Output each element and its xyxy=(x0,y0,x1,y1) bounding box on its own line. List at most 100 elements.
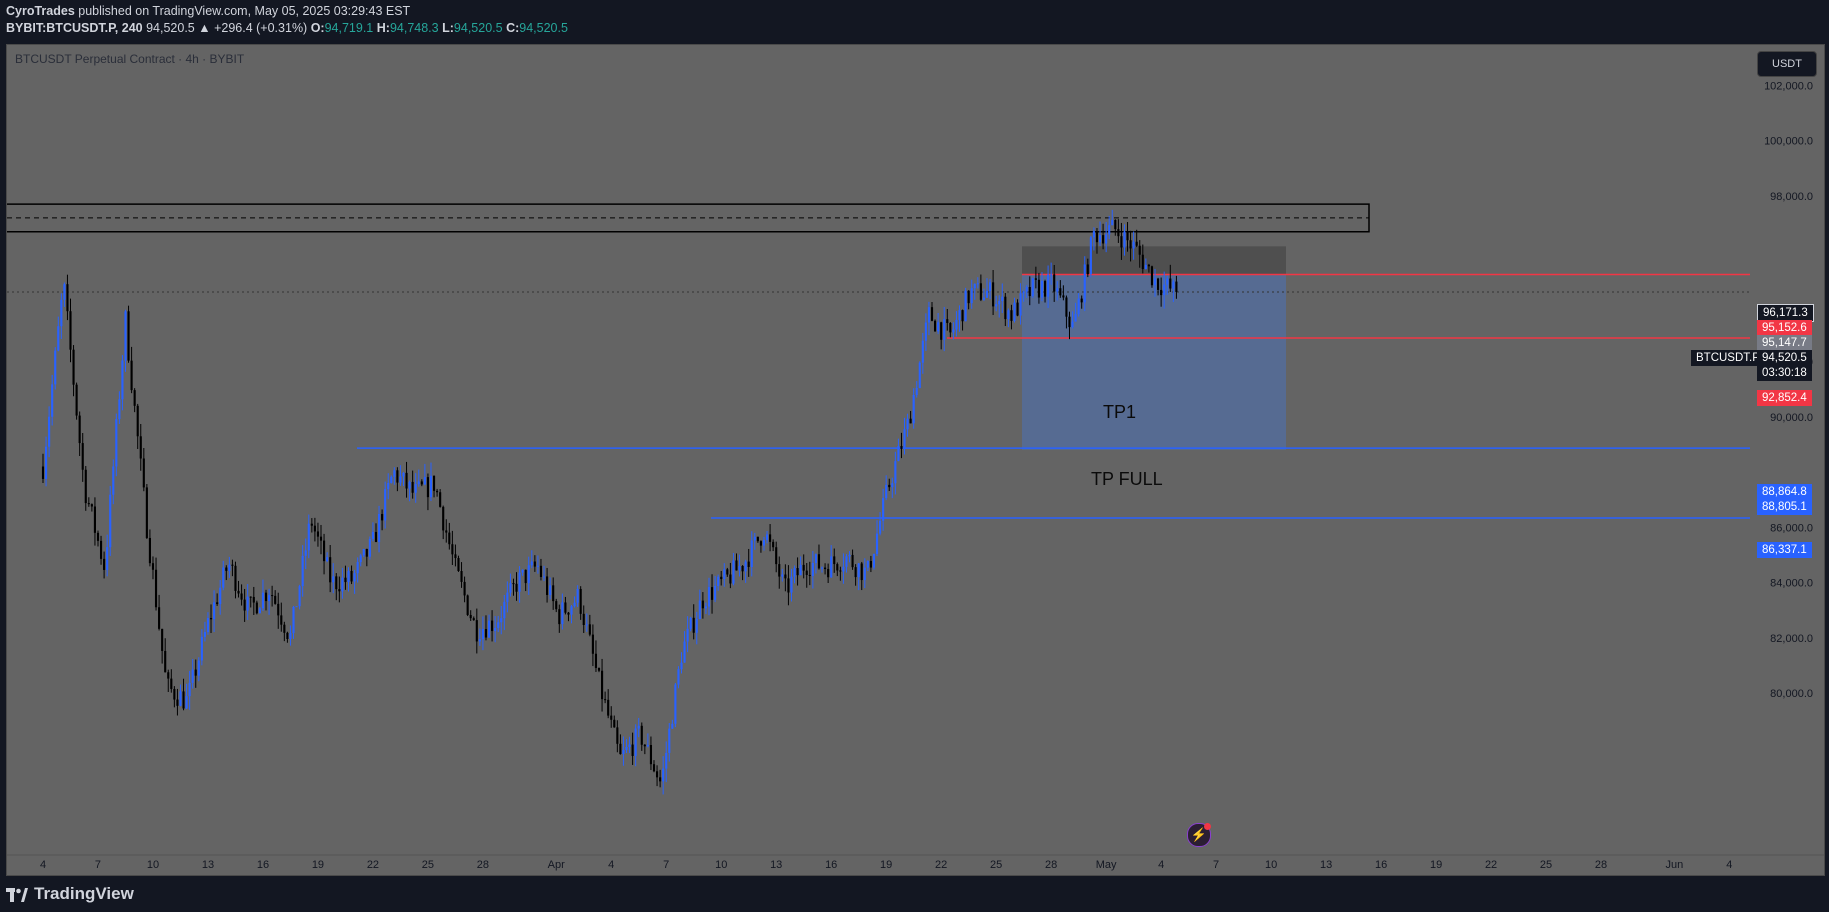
notification-dot xyxy=(1204,823,1211,830)
candle-body xyxy=(1010,310,1013,321)
candle-body xyxy=(466,595,469,615)
candle-body xyxy=(1163,284,1166,296)
candle-body xyxy=(313,525,316,532)
close-value: 94,520.5 xyxy=(519,21,568,35)
candle-body xyxy=(646,745,649,747)
candle-body xyxy=(820,567,824,569)
candle-body xyxy=(399,476,402,483)
candle-body xyxy=(976,283,979,285)
candle-body xyxy=(872,553,876,568)
candle-body xyxy=(460,571,463,582)
candle-body xyxy=(405,472,408,489)
high-label: H: xyxy=(376,21,390,35)
x-tick-label: 28 xyxy=(1045,859,1057,871)
candle-body xyxy=(998,300,1001,305)
candle-body xyxy=(329,557,332,583)
candle-body xyxy=(1126,231,1129,241)
x-tick-label: 28 xyxy=(1595,859,1607,871)
candle-body xyxy=(637,725,640,729)
candle-body xyxy=(1013,302,1016,321)
candle-body xyxy=(851,554,854,568)
candle-body xyxy=(442,506,445,531)
candle-body xyxy=(216,602,219,605)
candle-body xyxy=(723,569,726,580)
tradingview-logo[interactable]: TradingView xyxy=(6,884,134,907)
candle-body xyxy=(683,641,686,663)
candle-body xyxy=(735,560,738,571)
candle-body xyxy=(549,585,552,595)
x-tick-label: 10 xyxy=(147,859,159,871)
chart-pane[interactable]: 4 7 10 13 16 19 22 25 28 Apr 4 7 10 13 16 19 22 25 28 May 4 7… xyxy=(6,44,1825,876)
candle-body xyxy=(1144,264,1147,270)
candle-body xyxy=(970,288,973,304)
candle-body xyxy=(497,622,500,628)
candle-body xyxy=(1053,274,1056,292)
candle-body xyxy=(500,618,503,623)
candle-body xyxy=(124,311,127,361)
candle-body xyxy=(1123,231,1126,248)
y-tick-label: 100,000.0 xyxy=(1764,136,1813,148)
candle-body xyxy=(408,481,411,489)
candle-body xyxy=(1080,298,1083,303)
candle-body xyxy=(338,589,341,592)
candle-body xyxy=(41,466,45,479)
candle-body xyxy=(836,564,839,571)
candle-body xyxy=(1068,316,1071,328)
candle-body xyxy=(359,555,362,563)
candle-body xyxy=(426,477,429,498)
candle-body xyxy=(234,565,237,591)
candle-body xyxy=(640,725,643,745)
author-name[interactable]: CyroTrades xyxy=(6,4,75,18)
candle-body xyxy=(494,627,497,632)
candle-body xyxy=(631,744,634,756)
candle-body xyxy=(769,534,772,542)
candle-body xyxy=(903,429,906,449)
candle-body xyxy=(576,588,579,603)
candle-body xyxy=(60,299,63,327)
candle-body xyxy=(432,475,436,491)
candle-body xyxy=(1031,278,1034,297)
candle-body xyxy=(170,678,173,689)
candle-body xyxy=(341,577,344,592)
candle-body xyxy=(1004,296,1007,320)
candle-body xyxy=(390,476,393,483)
candle-body xyxy=(48,416,51,447)
stop-loss-zone xyxy=(1022,246,1286,275)
currency-button[interactable]: USDT xyxy=(1757,51,1817,77)
candle-body xyxy=(103,558,106,570)
x-tick-label: 4 xyxy=(608,859,614,871)
candle-body xyxy=(1117,229,1120,237)
price-chart[interactable]: 4 7 10 13 16 19 22 25 28 Apr 4 7 10 13 16 19 22 25 28 May 4 7… xyxy=(7,45,1824,875)
price-tag-tp-full: 88,805.1 xyxy=(1757,499,1812,515)
y-tick-label: 90,000.0 xyxy=(1770,412,1813,424)
y-tick-label: 84,000.0 xyxy=(1770,578,1813,590)
candle-body xyxy=(518,572,521,592)
candle-body xyxy=(918,362,921,388)
x-tick-label: 10 xyxy=(1265,859,1277,871)
candle-body xyxy=(1028,287,1031,297)
low-value: 94,520.5 xyxy=(453,21,503,35)
candle-body xyxy=(652,764,656,772)
candle-body xyxy=(692,617,695,633)
candle-body xyxy=(1138,245,1141,255)
candle-body xyxy=(310,523,313,526)
candle-body xyxy=(839,570,842,572)
candle-body xyxy=(1022,291,1025,294)
candle-body xyxy=(179,691,182,706)
candle-body xyxy=(985,290,989,298)
candle-body xyxy=(423,477,426,485)
candle-body xyxy=(109,494,112,548)
candle-body xyxy=(622,750,625,755)
price-tag-support: 86,337.1 xyxy=(1757,542,1812,558)
candle-body xyxy=(298,586,301,607)
candle-body xyxy=(533,561,536,567)
candle-body xyxy=(44,446,48,479)
x-tick-label: Jun xyxy=(1665,859,1683,871)
candle-body xyxy=(714,585,717,600)
candle-body xyxy=(924,322,927,341)
countdown-tag: 03:30:18 xyxy=(1757,365,1812,381)
flash-icon[interactable]: ⚡ xyxy=(1187,823,1211,847)
candle-body xyxy=(570,606,573,615)
candle-body xyxy=(246,596,249,611)
candle-body xyxy=(750,540,753,567)
